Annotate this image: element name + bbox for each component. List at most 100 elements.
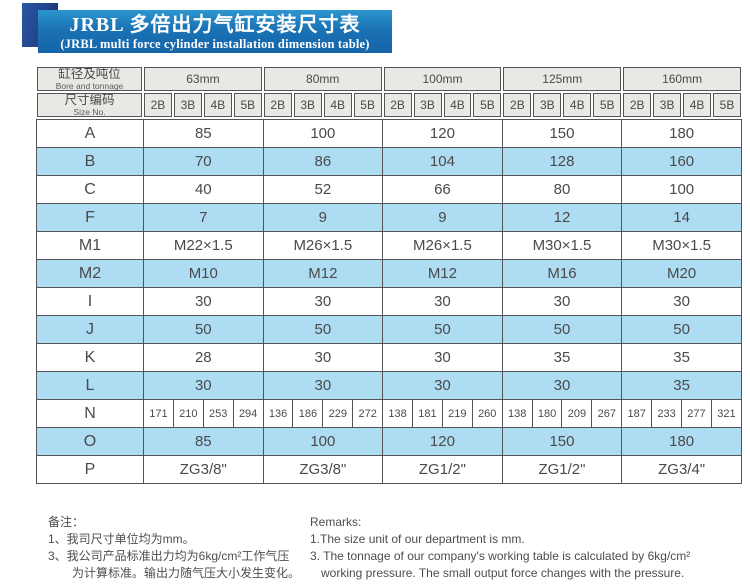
dimension-value: 100 <box>262 427 384 456</box>
remarks-cn: 备注： 1、我司尺寸单位均为mm。 3、我公司产品标准出力均为6kg/cm²工作… <box>48 514 308 582</box>
page-title-cn: JRBL 多倍出力气缸安装尺寸表 <box>69 14 361 36</box>
dimension-value: 50 <box>501 315 623 344</box>
remarks-cn-title: 备注： <box>48 515 85 529</box>
dimension-value: 30 <box>621 287 742 316</box>
row-label: K <box>36 343 144 372</box>
dimension-value: 14 <box>621 203 742 232</box>
dimension-value: 181 <box>412 399 443 428</box>
remarks-cn-line1: 1、我司尺寸单位均为mm。 <box>48 532 195 546</box>
table-row: M2 M10 M12 M12 M16 M20 <box>36 259 742 288</box>
table-row: L 30 30 30 30 35 <box>36 371 742 400</box>
dimension-value: 30 <box>501 371 623 400</box>
dimension-value: 219 <box>441 399 473 428</box>
dimension-value: 210 <box>172 399 204 428</box>
row-label: C <box>36 175 144 204</box>
row-label: M2 <box>36 259 144 288</box>
dimension-value: M26×1.5 <box>382 231 503 260</box>
table-row: M1 M22×1.5 M26×1.5 M26×1.5 M30×1.5 M30×1.5 <box>36 231 742 260</box>
size-no-header: 尺寸编码 Size No. <box>37 93 142 117</box>
dimension-value: 80 <box>501 175 623 204</box>
row-label: P <box>36 455 144 484</box>
dimension-value: 100 <box>262 119 384 148</box>
dimension-value: 180 <box>531 399 563 428</box>
dimension-value: 150 <box>501 119 623 148</box>
dimension-value: 138 <box>501 399 533 428</box>
dimension-value: 272 <box>352 399 384 428</box>
dimension-value: 30 <box>262 371 384 400</box>
dimension-value: 100 <box>621 175 742 204</box>
dimension-value: 120 <box>382 427 503 456</box>
table-row: C 40 52 66 80 100 <box>36 175 742 204</box>
size-code-header: 2B <box>383 93 412 117</box>
dimension-value: ZG3/8" <box>262 455 384 484</box>
size-code-header: 3B <box>173 93 202 117</box>
table-row: I 30 30 30 30 30 <box>36 287 742 316</box>
size-code-header: 5B <box>713 93 741 117</box>
size-no-label-cn: 尺寸编码 <box>64 93 115 107</box>
dimension-value: 30 <box>262 287 384 316</box>
dimension-value: 52 <box>262 175 384 204</box>
dimension-value: 40 <box>143 175 264 204</box>
table-row: K 28 30 30 35 35 <box>36 343 742 372</box>
dimension-value: 267 <box>591 399 623 428</box>
dimension-data-table: A 85 100 120 150 180 B 70 86 104 128 160 C 40 52 66 80 10… <box>36 119 743 484</box>
row-label: J <box>36 315 144 344</box>
row-label: B <box>36 147 144 176</box>
dimension-value: 30 <box>262 343 384 372</box>
table-row: A 85 100 120 150 180 <box>36 119 742 148</box>
size-code-header: 3B <box>293 93 322 117</box>
dimension-value: 66 <box>382 175 503 204</box>
table-row: O 85 100 120 150 180 <box>36 427 742 456</box>
dimension-value: ZG1/2" <box>382 455 503 484</box>
table-header: 缸径及吨位 Bore and tonnage 尺寸编码 Size No. 63m… <box>36 66 742 118</box>
dimension-value: M12 <box>382 259 503 288</box>
dimension-value: 30 <box>382 371 503 400</box>
dimension-value: 260 <box>471 399 503 428</box>
dimension-value: M12 <box>262 259 384 288</box>
dimension-value: 30 <box>143 287 264 316</box>
dimension-value: 50 <box>382 315 503 344</box>
row-label: I <box>36 287 144 316</box>
row-label: O <box>36 427 144 456</box>
remarks-cn-line2: 3、我公司产品标准出力均为6kg/cm²工作气压 <box>48 549 290 563</box>
bore-tonnage-header: 缸径及吨位 Bore and tonnage <box>37 67 142 91</box>
size-code-header: 2B <box>263 93 292 117</box>
dimension-value: 136 <box>262 399 294 428</box>
dimension-value: 35 <box>621 371 742 400</box>
dimension-value: M30×1.5 <box>621 231 742 260</box>
dimension-value: 180 <box>621 119 742 148</box>
remarks-cn-line3: 为计算标准。输出力随气压大小发生变化。 <box>72 566 301 580</box>
size-code-header: 3B <box>653 93 682 117</box>
remarks-en: Remarks: 1.The size unit of our departme… <box>310 514 740 582</box>
dimension-value: 294 <box>232 399 264 428</box>
size-code-header: 4B <box>323 93 352 117</box>
size-code-header: 2B <box>623 93 652 117</box>
dimension-value: ZG3/4" <box>621 455 742 484</box>
row-label: L <box>36 371 144 400</box>
dimension-value: 7 <box>143 203 264 232</box>
table-row: F 7 9 9 12 14 <box>36 203 742 232</box>
bore-size-header: 125mm <box>503 67 622 91</box>
dimension-value: 85 <box>143 427 264 456</box>
size-no-label-en: Size No. <box>73 106 106 117</box>
dimension-value: 85 <box>143 119 264 148</box>
dimension-value: 30 <box>382 287 503 316</box>
dimension-value: 233 <box>651 399 683 428</box>
dimension-value: 50 <box>621 315 742 344</box>
bore-size-header: 63mm <box>144 67 262 91</box>
row-label: A <box>36 119 144 148</box>
table-row: J 50 50 50 50 50 <box>36 315 742 344</box>
size-code-header: 4B <box>203 93 232 117</box>
dimension-value: 30 <box>382 343 503 372</box>
dimension-value: M26×1.5 <box>262 231 384 260</box>
dimension-value: 9 <box>382 203 503 232</box>
dimension-value: 128 <box>501 147 623 176</box>
dimension-value: 50 <box>143 315 264 344</box>
dimension-value: 30 <box>143 371 264 400</box>
dimension-value: 35 <box>501 343 623 372</box>
row-label: M1 <box>36 231 144 260</box>
row-label: N <box>36 399 144 428</box>
dimension-value: M16 <box>501 259 623 288</box>
dimension-value: 150 <box>501 427 623 456</box>
bore-tonnage-label-en: Bore and tonnage <box>55 80 124 91</box>
